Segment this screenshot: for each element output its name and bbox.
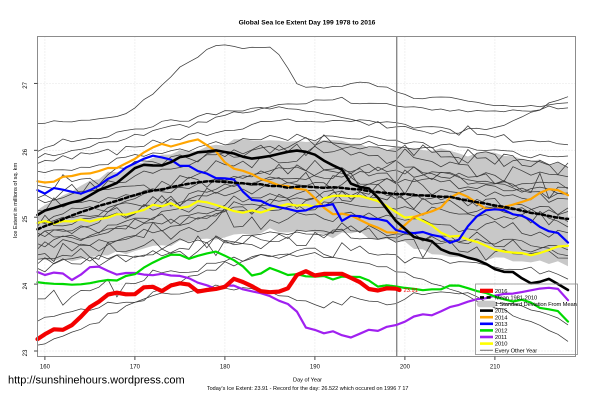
svg-text:23.91: 23.91 — [404, 288, 419, 294]
svg-text:1 Standard Deviation From Mean: 1 Standard Deviation From Mean — [495, 302, 577, 308]
svg-text:25: 25 — [23, 215, 29, 222]
svg-text:26: 26 — [23, 148, 29, 155]
svg-text:2011: 2011 — [495, 335, 507, 341]
svg-text:200: 200 — [400, 365, 411, 371]
svg-text:160: 160 — [40, 365, 51, 371]
svg-text:Day of Year: Day of Year — [293, 378, 322, 384]
svg-text:Mean 1981-2010: Mean 1981-2010 — [495, 296, 537, 302]
svg-text:Today's Ice Extent: 23.91 - R: Today's Ice Extent: 23.91 - Record for t… — [207, 386, 409, 392]
svg-text:2014: 2014 — [495, 315, 508, 321]
svg-text:190: 190 — [310, 365, 321, 371]
svg-text:2012: 2012 — [495, 329, 507, 335]
svg-text:170: 170 — [130, 365, 141, 371]
svg-text:180: 180 — [220, 365, 231, 371]
svg-text:Ice Extent in millions of sq.: Ice Extent in millions of sq. km — [13, 163, 19, 239]
svg-text:24: 24 — [23, 282, 29, 289]
svg-text:210: 210 — [490, 365, 501, 371]
svg-text:http://sunshinehours.wordpress: http://sunshinehours.wordpress.com — [8, 375, 185, 387]
svg-text:Global Sea Ice Extent Day 199: Global Sea Ice Extent Day 199 1978 to 20… — [239, 19, 376, 26]
svg-text:2010: 2010 — [495, 342, 507, 348]
svg-text:Every Other Year: Every Other Year — [495, 348, 537, 354]
svg-text:2013: 2013 — [495, 322, 507, 328]
svg-text:2015: 2015 — [495, 309, 507, 315]
svg-text:2016: 2016 — [495, 289, 507, 295]
svg-text:23: 23 — [23, 349, 29, 356]
svg-text:27: 27 — [23, 81, 29, 88]
